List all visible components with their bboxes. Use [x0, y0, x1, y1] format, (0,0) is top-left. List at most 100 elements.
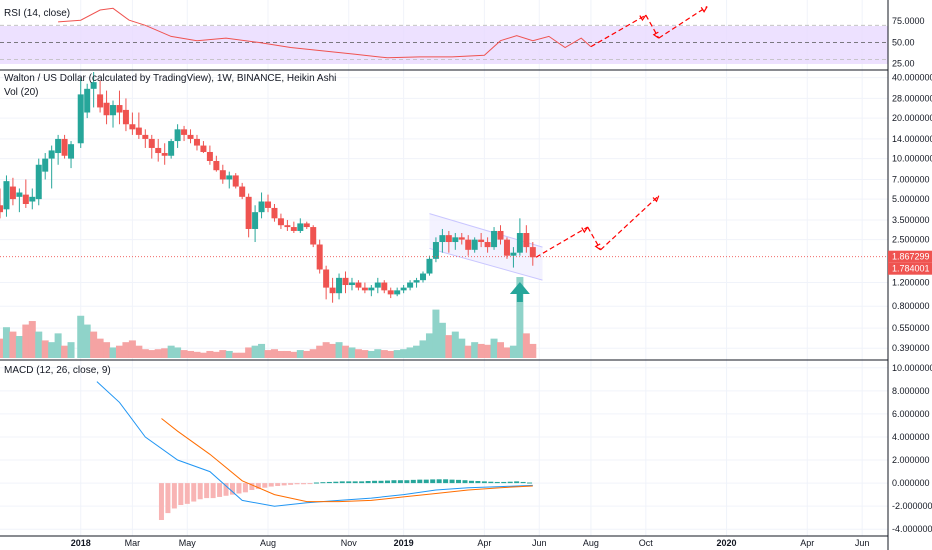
macd-histogram-bar — [481, 481, 487, 484]
rsi-forecast-head-2 — [700, 6, 708, 13]
volume-bar — [115, 345, 123, 358]
candle-body — [155, 147, 162, 154]
candle-body — [187, 134, 194, 139]
candle-body — [297, 223, 304, 231]
macd-tick-label: 8.000000 — [892, 386, 930, 396]
macd-histogram-bar — [488, 481, 494, 484]
candle-body — [42, 158, 49, 172]
main-title: Walton / US Dollar (calculated by Tradin… — [4, 73, 336, 84]
macd-histogram-bar — [236, 483, 242, 494]
candle-body — [439, 235, 446, 243]
time-tick-label: Aug — [260, 538, 276, 548]
forecast-segment-1 — [587, 226, 602, 251]
macd-histogram-bar — [217, 483, 223, 497]
price-tick-label: 10.000000 — [892, 154, 932, 164]
volume-bar — [15, 336, 23, 358]
macd-histogram-bar — [423, 479, 429, 484]
volume-bar — [367, 350, 375, 358]
volume-bar — [48, 342, 56, 358]
candle-body — [342, 277, 349, 286]
macd-histogram-bar — [384, 480, 390, 484]
volume-bar — [374, 349, 382, 358]
volume-bar — [509, 345, 517, 358]
forecast-head-2 — [652, 195, 660, 203]
volume-bar — [225, 350, 233, 358]
ha-close-label: 1.784001 — [892, 264, 930, 274]
candle-body — [284, 225, 291, 228]
macd-histogram-bar — [165, 483, 171, 514]
macd-histogram-bar — [229, 483, 235, 495]
candle-body — [503, 239, 510, 256]
volume-bar — [387, 350, 395, 358]
volume-bar — [174, 347, 182, 358]
macd-histogram-bar — [352, 481, 358, 484]
time-tick-label: 2018 — [71, 538, 91, 548]
price-tick-label: 0.550000 — [892, 323, 930, 333]
macd-histogram-bar — [333, 481, 339, 484]
volume-bar — [28, 321, 36, 358]
rsi-line — [58, 7, 592, 59]
candle-body — [0, 205, 3, 213]
macd-histogram-bar — [514, 481, 520, 484]
candles — [0, 72, 536, 303]
volume-bar — [380, 350, 388, 358]
macd-histogram-bar — [210, 483, 216, 499]
macd-histogram-bar — [520, 481, 526, 484]
macd-histogram-bar — [320, 482, 326, 484]
forecast-head-1 — [594, 243, 601, 251]
macd-histogram-bar — [436, 479, 442, 484]
macd-histogram-bar — [204, 483, 210, 499]
volume-bar — [67, 342, 75, 358]
volume-bar — [212, 351, 220, 358]
time-tick-label: 2020 — [717, 538, 737, 548]
volume-bar — [432, 309, 440, 358]
candle-body — [400, 287, 407, 291]
ha-close-tag: 1.784001 — [888, 262, 932, 275]
macd-histogram-bar — [456, 479, 462, 484]
macd-histogram-bar — [275, 483, 281, 486]
candle-body — [471, 239, 478, 250]
price-tick-label: 7.000000 — [892, 174, 930, 184]
candle-body — [497, 230, 504, 240]
time-tick-label: Nov — [341, 538, 358, 548]
candle-body — [77, 94, 84, 144]
candle-body — [103, 102, 110, 116]
macd-histogram-bar — [158, 483, 164, 521]
candle-body — [239, 186, 246, 197]
candle-body — [55, 138, 62, 154]
price-tick-label: 0.390000 — [892, 343, 930, 353]
rsi-tick-label: 25.00 — [892, 59, 915, 69]
volume-bar — [464, 345, 472, 358]
candle-body — [68, 144, 75, 159]
volume-bar — [128, 340, 136, 358]
macd-histogram — [158, 479, 533, 521]
candle-body — [3, 181, 10, 210]
volume-bar — [77, 315, 85, 358]
candle-body — [420, 273, 427, 281]
candle-body — [135, 127, 142, 135]
volume-bar — [270, 349, 278, 358]
macd-histogram-bar — [223, 483, 229, 496]
volume-bar — [522, 333, 530, 358]
candle-body — [193, 138, 200, 146]
macd-histogram-bar — [462, 480, 468, 484]
macd-histogram-bar — [410, 479, 416, 484]
macd-histogram-bar — [475, 481, 481, 484]
candle-body — [394, 290, 401, 295]
volume-bar — [490, 338, 498, 358]
candle-body — [97, 94, 104, 108]
candle-body — [458, 237, 465, 240]
volume-bar — [2, 327, 10, 358]
price-tick-label: 5.000000 — [892, 194, 930, 204]
volume-bar — [245, 347, 253, 358]
candle-body — [329, 287, 336, 294]
volume-bar — [232, 352, 240, 358]
candle-body — [407, 282, 414, 288]
green-up-arrow — [509, 282, 530, 302]
macd-histogram-bar — [288, 483, 294, 485]
macd-histogram-bar — [171, 483, 177, 509]
time-tick-label: Apr — [800, 538, 814, 548]
price-tick-label: 20.000000 — [892, 113, 932, 123]
forecast-segment-0 — [535, 226, 588, 258]
